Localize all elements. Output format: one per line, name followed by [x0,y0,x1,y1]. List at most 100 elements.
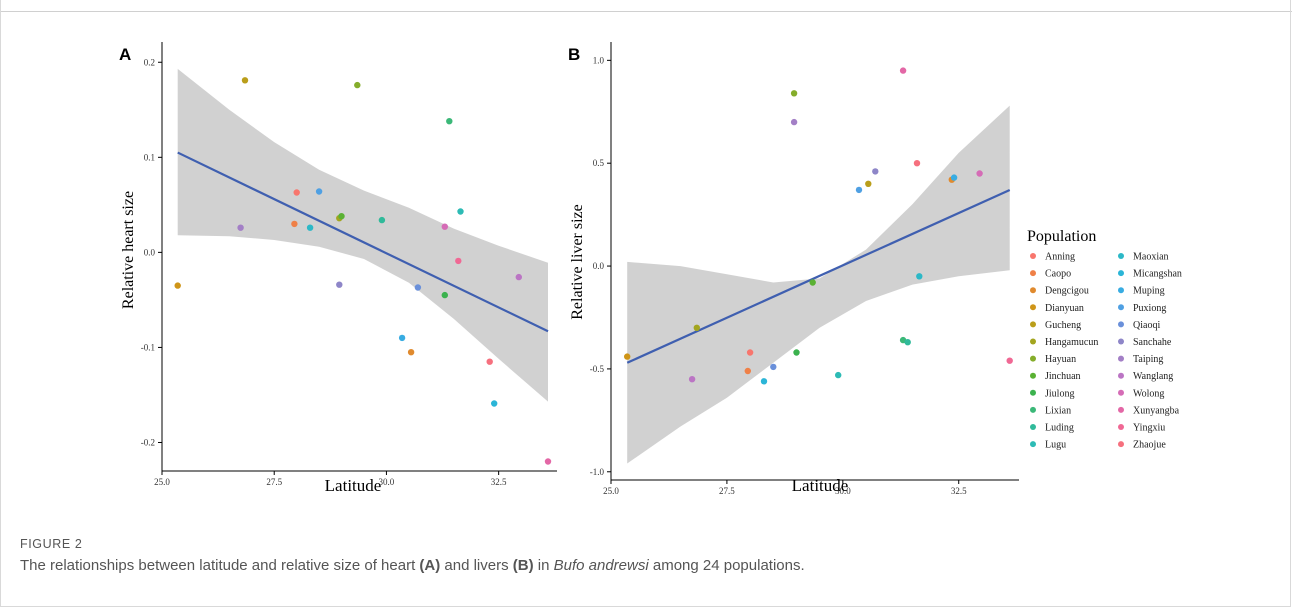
x-tick-label: 32.5 [951,486,967,496]
panel-a-y-axis-title: Relative heart size [120,191,137,309]
legend-swatch-luding [1030,424,1036,430]
y-tick-label: 0.5 [593,158,605,168]
legend-swatch-lugu [1030,441,1036,448]
panel-b-points-layer [624,67,1013,385]
panel-b-regression-line-layer [626,188,1011,364]
data-point-wanglang [515,273,522,281]
data-point-zhaojue [486,358,493,365]
legend-label-puxiong: Puxiong [1133,303,1166,314]
x-tick-label: 32.5 [491,477,507,487]
legend: Population Anning Caopo Dengcigou Dianyuan G… [1027,228,1182,451]
data-point-sanchahe [872,168,879,175]
legend-label-zhaojue: Zhaojue [1133,440,1166,451]
data-point-lugu [835,371,842,379]
data-point-maoxian [306,224,314,231]
data-point-qiaoqi [770,363,777,371]
data-point-muping [398,334,406,342]
legend-label-anning: Anning [1045,252,1075,263]
panel-a-x-axis-title: Latitude [325,476,382,495]
data-point-gucheng [241,77,249,84]
data-point-jiulong [441,291,448,299]
legend-label-dianyuan: Dianyuan [1045,303,1084,314]
y-tick-label: -0.2 [141,437,155,447]
data-point-puxiong [855,186,863,194]
data-point-dianyuan [174,282,181,289]
y-tick-label: 0.0 [144,247,156,257]
legend-swatch-maoxian [1118,253,1124,259]
data-point-taiping [237,224,244,231]
legend-swatch-muping [1118,287,1124,294]
regression-line [177,151,549,333]
data-point-hayuan [354,81,361,89]
legend-label-caopo: Caopo [1045,269,1071,280]
data-point-sanchahe [336,281,343,288]
data-point-dianyuan [624,353,631,360]
legend-label-xunyangba: Xunyangba [1133,405,1180,416]
data-point-luding [378,216,386,224]
legend-swatch-xunyangba [1118,406,1124,413]
x-tick-label: 25.0 [154,477,170,487]
data-point-jinchuan [809,279,816,286]
legend-label-hayuan: Hayuan [1045,354,1076,365]
legend-swatch-yingxiu [1118,424,1124,430]
data-point-anning [746,349,754,356]
legend-label-gucheng: Gucheng [1045,320,1081,331]
data-point-jinchuan [338,213,345,220]
data-point-jiulong [793,349,800,356]
legend-swatch-puxiong [1118,304,1124,311]
caption-ref-a: (A) [419,557,441,574]
data-point-maoxian [916,273,923,280]
legend-title: Population [1027,228,1096,245]
legend-swatch-caopo [1030,270,1036,277]
x-tick-label: 25.0 [603,486,619,496]
data-point-hangamucun [693,324,700,331]
y-tick-label: -0.5 [590,364,605,374]
data-point-qiaoqi [414,284,422,291]
figure-canvas: 25.0 27.5 30.0 32.5 -0.2 -0.1 0.0 0.1 0.2 A Lati… [119,42,1182,496]
data-point-xunyangba [899,67,907,74]
x-tick-label: 30.0 [379,477,395,487]
data-point-micangshan [491,400,498,407]
data-point-lixian [446,118,453,125]
caption-part-3: in [533,557,554,574]
legend-label-taiping: Taiping [1133,354,1163,365]
data-point-wolong [976,170,983,177]
caption-part-1: The relationships between latitude and r… [20,557,420,574]
caption-part-4: among 24 populations. [648,557,805,574]
x-tick-label: 27.5 [719,486,735,496]
data-point-anning [293,189,300,196]
data-point-zhaojue [913,160,921,167]
panel-b-liver: 25.0 27.5 30.0 32.5 -1.0 -0.5 0.0 0.5 1.0 B Lati… [568,42,1019,496]
panel-a-regression-line-layer [177,151,549,333]
legend-swatch-zhaojue [1118,441,1124,448]
legend-label-yingxiu: Yingxiu [1133,423,1165,434]
legend-swatch-taiping [1118,355,1124,362]
legend-swatch-hangamucun [1030,338,1036,345]
panel-a-points-layer [174,77,552,465]
legend-label-sanchahe: Sanchahe [1133,337,1172,348]
panel-a-label: A [119,45,131,64]
legend-label-hangamucun: Hangamucun [1045,337,1098,348]
legend-swatch-lixian [1030,406,1036,413]
legend-swatch-micangshan [1118,270,1124,277]
legend-swatch-wanglang [1118,372,1124,379]
top-rule [0,11,1292,12]
x-tick-label: 27.5 [266,477,282,487]
y-tick-label: 1.0 [593,55,605,65]
legend-label-qiaoqi: Qiaoqi [1133,320,1160,331]
data-point-hayuan [790,90,798,97]
y-tick-label: 0.0 [593,261,605,271]
panel-a-confidence-band-layer [177,68,548,402]
legend-label-wanglang: Wanglang [1133,371,1173,382]
data-point-puxiong [315,188,323,195]
legend-swatch-jinchuan [1030,372,1036,379]
legend-items: Anning Caopo Dengcigou Dianyuan Gucheng Hanga… [1030,252,1182,451]
legend-swatch-dianyuan [1030,304,1036,311]
legend-label-lugu: Lugu [1045,440,1066,451]
panel-a-axes-layer: 25.0 27.5 30.0 32.5 -0.2 -0.1 0.0 0.1 0.2 [141,42,557,487]
y-tick-label: 0.1 [144,152,155,162]
legend-label-wolong: Wolong [1133,388,1164,399]
legend-swatch-sanchahe [1118,338,1124,345]
legend-label-muping: Muping [1133,286,1165,297]
